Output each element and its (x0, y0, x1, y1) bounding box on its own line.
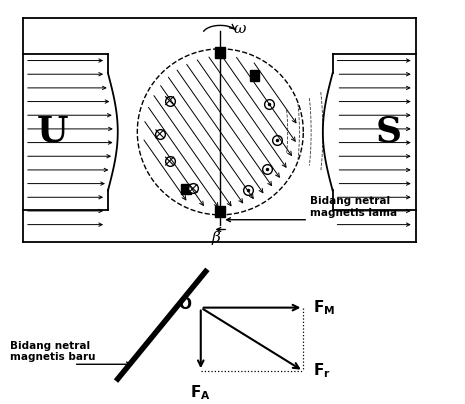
Text: Bidang netral
magnetis baru: Bidang netral magnetis baru (10, 341, 96, 362)
Text: O: O (178, 297, 191, 312)
Text: $\mathbf{F_r}$: $\mathbf{F_r}$ (313, 362, 331, 381)
Polygon shape (181, 183, 191, 194)
Text: $\mathbf{F_A}$: $\mathbf{F_A}$ (190, 383, 211, 402)
Text: Bidang netral
magnetis lama: Bidang netral magnetis lama (310, 196, 397, 218)
Text: S: S (375, 115, 401, 149)
Polygon shape (215, 47, 225, 58)
Polygon shape (215, 206, 225, 217)
Text: ω: ω (233, 22, 246, 36)
Text: $\mathbf{F_M}$: $\mathbf{F_M}$ (313, 298, 335, 317)
Text: U: U (37, 115, 68, 149)
Text: β: β (212, 231, 221, 245)
Polygon shape (250, 70, 259, 81)
